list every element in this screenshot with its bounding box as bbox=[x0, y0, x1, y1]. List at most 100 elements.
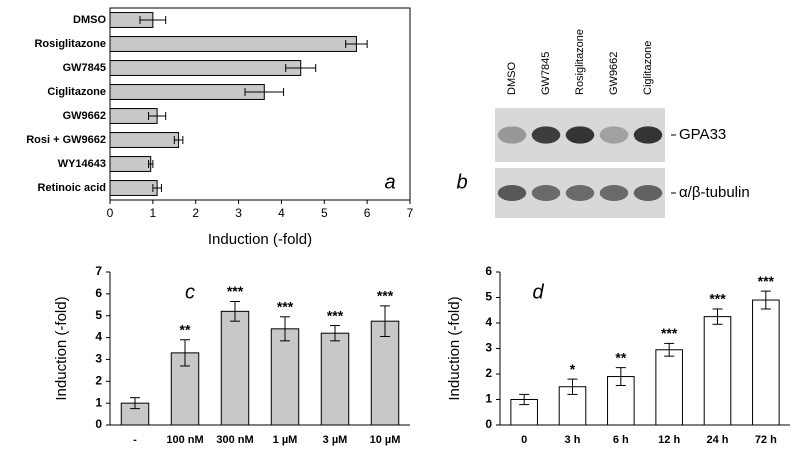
y-tick-label: 2 bbox=[95, 373, 102, 387]
significance: *** bbox=[758, 273, 775, 289]
panel-label: c bbox=[185, 281, 195, 303]
x-tick-label: 10 µM bbox=[370, 434, 401, 446]
blot-band bbox=[565, 126, 595, 144]
y-tick-label: 6 bbox=[485, 264, 492, 278]
blot-band bbox=[531, 185, 561, 201]
error-bar bbox=[180, 339, 190, 367]
category-label: DMSO bbox=[73, 14, 106, 26]
blot-band bbox=[633, 126, 663, 144]
y-axis-label: Induction (-fold) bbox=[446, 296, 463, 400]
blot-band bbox=[599, 185, 629, 201]
bar bbox=[655, 349, 683, 426]
lane-label: Rosiglitazone bbox=[574, 29, 586, 95]
lane-label: DMSO bbox=[506, 62, 518, 95]
panel-label: d bbox=[532, 281, 544, 303]
category-label: Rosiglitazone bbox=[34, 38, 106, 50]
significance: *** bbox=[277, 299, 294, 315]
bar bbox=[270, 328, 300, 426]
x-tick-label: 2 bbox=[192, 206, 199, 220]
error-bar bbox=[285, 64, 317, 72]
panel-label: b bbox=[456, 171, 467, 193]
error-bar bbox=[330, 325, 340, 342]
y-tick-label: 3 bbox=[95, 352, 102, 366]
significance: *** bbox=[709, 291, 726, 307]
x-tick-label: 3 µM bbox=[323, 434, 348, 446]
x-tick-label: 300 nM bbox=[216, 434, 253, 446]
error-bar bbox=[615, 367, 626, 386]
blot-band bbox=[599, 126, 629, 144]
y-tick-label: 1 bbox=[95, 395, 102, 409]
x-tick-label: 0 bbox=[521, 434, 527, 446]
lane-label: GW9662 bbox=[608, 52, 620, 95]
error-bar bbox=[760, 290, 771, 310]
category-label: WY14643 bbox=[58, 158, 106, 170]
error-bar bbox=[173, 136, 184, 144]
x-tick-label: 0 bbox=[107, 206, 114, 220]
error-bar bbox=[139, 16, 167, 24]
band-label: GPA33 bbox=[679, 126, 726, 143]
x-tick-label: 1 bbox=[150, 206, 157, 220]
x-tick-label: 100 nM bbox=[166, 434, 203, 446]
bar bbox=[510, 399, 538, 426]
significance: *** bbox=[377, 288, 394, 304]
error-bar bbox=[380, 305, 390, 337]
significance: *** bbox=[227, 283, 244, 299]
y-tick-label: 4 bbox=[95, 330, 102, 344]
y-tick-label: 0 bbox=[95, 417, 102, 431]
blot-band bbox=[497, 185, 527, 201]
y-tick-label: 5 bbox=[485, 290, 492, 304]
bar bbox=[109, 36, 357, 52]
category-label: GW9662 bbox=[63, 110, 106, 122]
error-bar bbox=[230, 301, 240, 322]
bar bbox=[703, 316, 732, 426]
plot-frame bbox=[109, 7, 411, 201]
bar bbox=[109, 132, 180, 148]
x-tick-label: 7 bbox=[407, 206, 414, 220]
error-bar bbox=[130, 397, 140, 410]
error-bar bbox=[148, 160, 154, 168]
significance: ** bbox=[180, 321, 191, 337]
error-bar bbox=[148, 112, 167, 120]
y-tick-label: 6 bbox=[95, 286, 102, 300]
x-tick-label: - bbox=[133, 434, 137, 446]
band-label: α/β-tubulin bbox=[679, 184, 750, 201]
category-label: Ciglitazone bbox=[47, 86, 106, 98]
significance: *** bbox=[327, 307, 344, 323]
blot-band bbox=[497, 126, 527, 144]
bar bbox=[109, 156, 152, 172]
x-tick-label: 3 bbox=[235, 206, 242, 220]
y-tick-label: 0 bbox=[485, 417, 492, 431]
error-bar bbox=[664, 342, 675, 357]
error-bar bbox=[519, 393, 530, 406]
error-bar bbox=[567, 378, 578, 395]
y-tick-label: 2 bbox=[485, 366, 492, 380]
error-bar bbox=[280, 316, 290, 342]
x-tick-label: 1 µM bbox=[273, 434, 298, 446]
y-tick-label: 4 bbox=[485, 315, 492, 329]
significance: ** bbox=[615, 349, 626, 365]
error-bar bbox=[712, 308, 723, 325]
category-label: Rosi + GW9662 bbox=[26, 134, 106, 146]
error-bar bbox=[244, 88, 285, 96]
category-label: GW7845 bbox=[63, 62, 106, 74]
x-tick-label: 4 bbox=[278, 206, 285, 220]
x-axis-label: Induction (-fold) bbox=[208, 231, 312, 248]
x-tick-label: 6 bbox=[364, 206, 371, 220]
error-bar bbox=[345, 40, 368, 48]
blot-band bbox=[531, 126, 561, 144]
significance: *** bbox=[661, 325, 678, 341]
blot-band bbox=[565, 185, 595, 201]
x-tick-label: 12 h bbox=[658, 434, 680, 446]
x-tick-label: 72 h bbox=[755, 434, 777, 446]
error-bar bbox=[152, 184, 162, 192]
y-tick-label: 1 bbox=[485, 392, 492, 406]
lane-label: Ciglitazone bbox=[642, 41, 654, 95]
x-tick-label: 5 bbox=[321, 206, 328, 220]
lane-label: GW7845 bbox=[540, 52, 552, 95]
panel-label: a bbox=[384, 171, 395, 193]
y-tick-label: 3 bbox=[485, 341, 492, 355]
bar bbox=[109, 84, 265, 100]
x-tick-label: 6 h bbox=[613, 434, 629, 446]
x-tick-label: 24 h bbox=[706, 434, 728, 446]
